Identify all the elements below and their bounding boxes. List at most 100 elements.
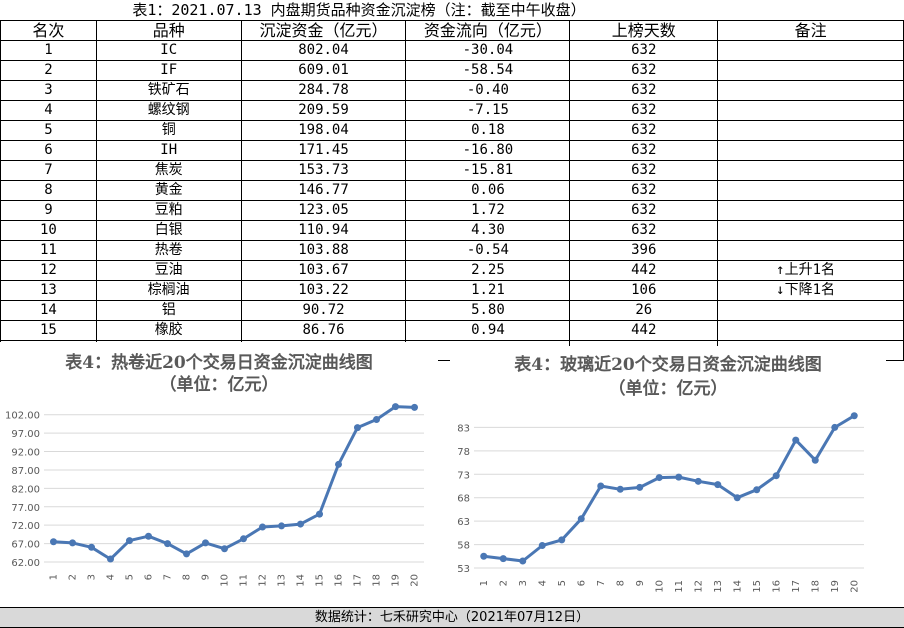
days-cell: 106 xyxy=(569,280,719,301)
flow-cell: -7.15 xyxy=(405,100,571,121)
chart-subtitle: （单位：亿元） xyxy=(160,374,279,395)
rank-cell: 2 xyxy=(0,60,97,81)
days-cell: 632 xyxy=(569,120,719,141)
variety-cell: 白银 xyxy=(95,220,242,241)
note-cell xyxy=(717,300,904,321)
data-point xyxy=(107,555,114,563)
rank-cell: 1 xyxy=(0,40,97,61)
table-row: 10 白银 110.94 4.30 632 xyxy=(0,220,904,241)
rank-cell: 13 xyxy=(0,280,97,301)
capital-cell: 90.72 xyxy=(240,300,407,321)
header-days: 上榜天数 xyxy=(569,20,719,41)
capital-cell: 284.78 xyxy=(240,80,407,101)
note-cell: ↑上升1名 xyxy=(717,260,904,281)
flow-cell: -0.54 xyxy=(405,240,571,261)
capital-cell: 123.05 xyxy=(240,200,407,221)
y-tick-label: 83 xyxy=(457,423,470,434)
variety-cell: 热卷 xyxy=(95,240,242,261)
variety-cell: 棕榈油 xyxy=(95,280,242,301)
x-tick-label: 8 xyxy=(182,574,193,580)
y-tick-label: 82.00 xyxy=(11,484,40,495)
table-row: 11 热卷 103.88 -0.54 396 xyxy=(0,240,904,261)
x-tick-label: 9 xyxy=(201,574,212,580)
table-row: 12 豆油 103.67 2.25 442 ↑上升1名 xyxy=(0,260,904,281)
note-cell xyxy=(717,180,904,201)
rank-cell: 3 xyxy=(0,80,97,101)
flow-cell: -15.81 xyxy=(405,160,571,181)
y-tick-label: 97.00 xyxy=(11,429,40,440)
x-tick-label: 13 xyxy=(713,580,724,593)
variety-cell: 橡胶 xyxy=(95,320,242,341)
rank-cell: 7 xyxy=(0,160,97,181)
rank-cell: 9 xyxy=(0,200,97,221)
header-rank: 名次 xyxy=(0,20,97,41)
data-point xyxy=(335,460,342,468)
variety-cell: 铜 xyxy=(95,120,242,141)
note-cell xyxy=(717,200,904,221)
y-tick-label: 92.00 xyxy=(11,448,40,459)
y-tick-label: 63 xyxy=(457,517,470,528)
y-tick-label: 72.00 xyxy=(11,521,40,532)
table-row: 7 焦炭 153.73 -15.81 632 xyxy=(0,160,904,181)
days-cell: 442 xyxy=(569,260,719,281)
data-point xyxy=(499,555,507,563)
capital-cell: 86.76 xyxy=(240,320,407,341)
x-tick-label: 8 xyxy=(615,580,626,586)
x-tick-label: 11 xyxy=(239,574,250,587)
capital-cell: 609.01 xyxy=(240,60,407,81)
x-tick-label: 3 xyxy=(87,574,98,580)
note-cell xyxy=(717,40,904,61)
footer-source: 数据统计：七禾研究中心（2021年07月12日） xyxy=(0,607,904,628)
header-flow: 资金流向（亿元） xyxy=(405,20,571,41)
rank-cell: 4 xyxy=(0,100,97,121)
data-point xyxy=(753,486,761,494)
table-row: 14 铝 90.72 5.80 26 xyxy=(0,300,904,321)
data-point xyxy=(240,535,247,543)
x-tick-label: 7 xyxy=(596,580,607,586)
table-row: 15 橡胶 86.76 0.94 442 xyxy=(0,320,904,341)
x-tick-label: 18 xyxy=(372,574,383,587)
header-capital: 沉淀资金（亿元） xyxy=(240,20,407,41)
days-cell: 632 xyxy=(569,220,719,241)
y-tick-label: 62.00 xyxy=(11,558,40,569)
data-point xyxy=(278,522,285,530)
note-cell xyxy=(717,100,904,121)
days-cell: 632 xyxy=(569,40,719,61)
data-point xyxy=(714,481,722,489)
data-point xyxy=(577,515,585,523)
days-cell: 632 xyxy=(569,180,719,201)
data-point xyxy=(519,557,527,565)
data-point xyxy=(354,424,361,432)
flow-cell: 2.25 xyxy=(405,260,571,281)
data-point xyxy=(733,494,741,502)
chart-subtitle: （单位：亿元） xyxy=(609,378,728,399)
data-point xyxy=(636,483,644,491)
x-tick-label: 12 xyxy=(258,574,269,587)
days-cell: 632 xyxy=(569,200,719,221)
chart-hot-rolled-coil: 表4：热卷近20个交易日资金沉淀曲线图 （单位：亿元） 62.00 67.00 72.0… xyxy=(0,342,438,604)
table-row: 3 铁矿石 284.78 -0.40 632 xyxy=(0,80,904,101)
x-tick-label: 14 xyxy=(296,574,307,587)
x-tick-label: 20 xyxy=(410,574,421,587)
data-point xyxy=(221,545,228,553)
note-cell xyxy=(717,160,904,181)
variety-cell: 铝 xyxy=(95,300,242,321)
x-tick-label: 16 xyxy=(334,574,345,587)
rank-cell: 14 xyxy=(0,300,97,321)
data-point xyxy=(373,416,380,424)
flow-cell: 1.21 xyxy=(405,280,571,301)
data-point xyxy=(50,538,57,546)
x-tick-label: 5 xyxy=(557,580,568,586)
variety-cell: 铁矿石 xyxy=(95,80,242,101)
x-tick-label: 15 xyxy=(752,580,763,593)
days-cell: 26 xyxy=(569,300,719,321)
variety-cell: 黄金 xyxy=(95,180,242,201)
x-tick-label: 1 xyxy=(49,574,60,580)
chart-hot-rolled-coil-svg: 表4：热卷近20个交易日资金沉淀曲线图（单位：亿元） 62.00 67.00 72.0… xyxy=(5,352,424,587)
y-tick-label: 87.00 xyxy=(11,466,40,477)
data-point xyxy=(316,510,323,518)
chart-glass-svg: 表4：玻璃近20个交易日资金沉淀曲线图（单位：亿元）53586368737883… xyxy=(457,354,864,593)
data-point xyxy=(616,485,624,493)
table-row: 1 IC 802.04 -30.04 632 xyxy=(0,40,904,61)
flow-cell: -16.80 xyxy=(405,140,571,161)
